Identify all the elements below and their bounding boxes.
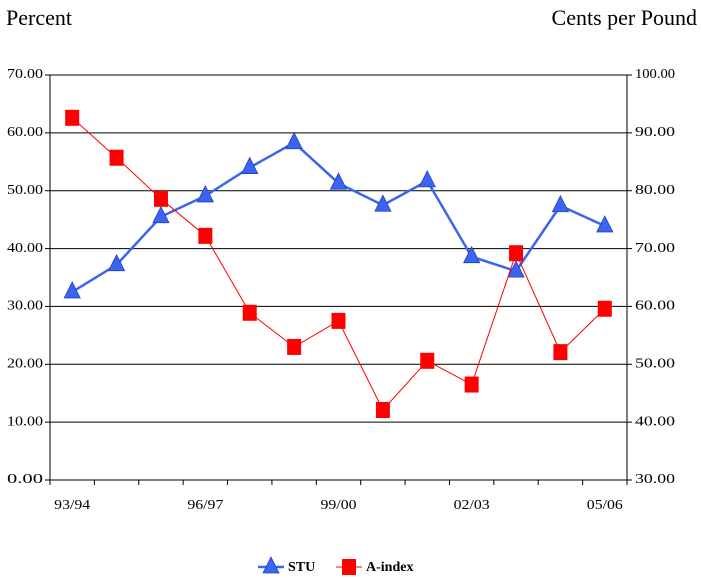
y2-tick-label: 40.00 xyxy=(635,414,675,429)
y-tick-label: 60.00 xyxy=(7,125,43,140)
legend-label: A-index xyxy=(366,560,413,575)
marker xyxy=(152,205,170,224)
legend-marker xyxy=(342,559,356,575)
y2-tick-label: 90.00 xyxy=(635,125,675,140)
x-tick-label: 96/97 xyxy=(187,498,223,513)
marker xyxy=(596,215,614,233)
marker xyxy=(551,194,570,213)
x-tick-label: 99/00 xyxy=(321,498,357,513)
legend-label: STU xyxy=(288,560,315,575)
y-tick-label: 10.00 xyxy=(7,414,43,429)
marker xyxy=(553,344,568,361)
series-line xyxy=(71,117,606,411)
marker xyxy=(65,109,80,126)
x-tick-label: 05/06 xyxy=(587,498,623,513)
marker xyxy=(418,169,436,188)
marker xyxy=(464,376,479,393)
y2-tick-label: 50.00 xyxy=(635,357,675,372)
marker xyxy=(509,245,524,262)
y2-tick-label: 30.00 xyxy=(635,472,675,487)
legend-marker xyxy=(262,556,280,574)
x-tick-label: 02/03 xyxy=(454,498,490,513)
marker xyxy=(63,281,81,299)
series-line xyxy=(71,141,606,294)
marker xyxy=(331,312,346,329)
marker xyxy=(198,227,213,244)
y2-axis-title: Cents per Pound xyxy=(552,5,697,30)
y-tick-label: 0.00 xyxy=(7,472,43,487)
y-tick-label: 50.00 xyxy=(7,183,43,198)
y-tick-label: 70.00 xyxy=(7,67,43,82)
marker xyxy=(241,156,259,174)
y-tick-label: 20.00 xyxy=(7,357,43,372)
y-tick-label: 30.00 xyxy=(7,299,43,314)
x-tick-label: 93/94 xyxy=(54,498,90,513)
y2-tick-label: 100.00 xyxy=(635,67,675,82)
marker xyxy=(597,300,612,317)
marker xyxy=(196,185,214,203)
y2-tick-label: 60.00 xyxy=(635,299,675,314)
y2-tick-label: 70.00 xyxy=(635,241,675,256)
marker xyxy=(329,172,348,190)
marker xyxy=(285,131,303,150)
marker xyxy=(374,194,392,212)
marker xyxy=(463,245,481,264)
marker xyxy=(109,149,124,166)
y-axis-title: Percent xyxy=(6,5,72,30)
y-tick-label: 40.00 xyxy=(7,241,43,256)
marker xyxy=(420,352,435,369)
marker xyxy=(153,190,168,207)
marker xyxy=(507,260,525,278)
y2-tick-label: 80.00 xyxy=(635,183,675,198)
marker xyxy=(287,338,302,355)
marker xyxy=(242,304,257,321)
marker xyxy=(375,401,390,418)
marker xyxy=(107,253,126,272)
